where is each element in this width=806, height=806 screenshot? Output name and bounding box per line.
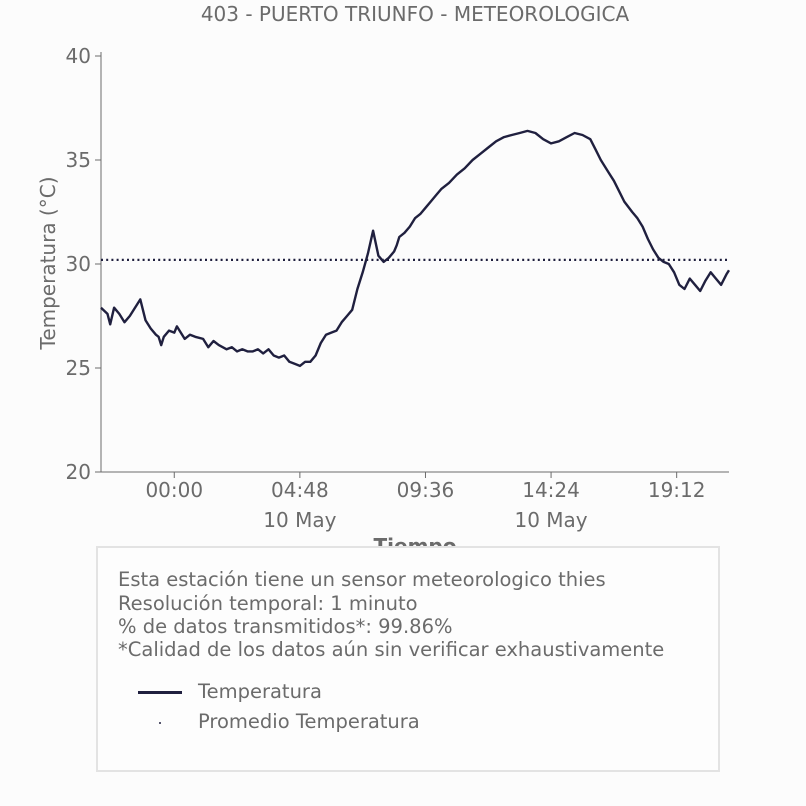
x-tick-date-label: 10 May [263,508,336,532]
y-tick-label: 40 [66,44,91,68]
x-tick-label: 00:00 [145,478,203,502]
x-tick-label: 14:24 [522,478,580,502]
x-tick-label: 19:12 [648,478,706,502]
data-quality-note: *Calidad de los datos aún sin verificar … [118,638,665,661]
legend-dot-icon [159,722,161,724]
legend-label-promedio: Promedio Temperatura [198,710,420,733]
x-tick-date-label: 10 May [514,508,587,532]
y-tick-label: 25 [66,356,91,380]
chart-title: 403 - PUERTO TRIUNFO - METEOROLOGICA [201,2,630,26]
legend-label-temperatura: Temperatura [198,680,322,703]
temporal-resolution-note: Resolución temporal: 1 minuto [118,592,418,615]
x-tick-label: 09:36 [397,478,455,502]
y-axis-label: Temperatura (°C) [36,176,60,350]
temperature-series-line [100,129,731,368]
station-sensor-note: Esta estación tiene un sensor meteorolog… [118,568,606,591]
y-tick-label: 30 [66,252,91,276]
y-tick-label: 35 [66,148,91,172]
x-tick-label: 04:48 [271,478,329,502]
info-box: Esta estación tiene un sensor meteorolog… [96,546,720,772]
y-tick-label: 20 [66,460,91,484]
data-transmitted-note: % de datos transmitidos*: 99.86% [118,615,453,638]
legend-line-icon [138,691,182,694]
